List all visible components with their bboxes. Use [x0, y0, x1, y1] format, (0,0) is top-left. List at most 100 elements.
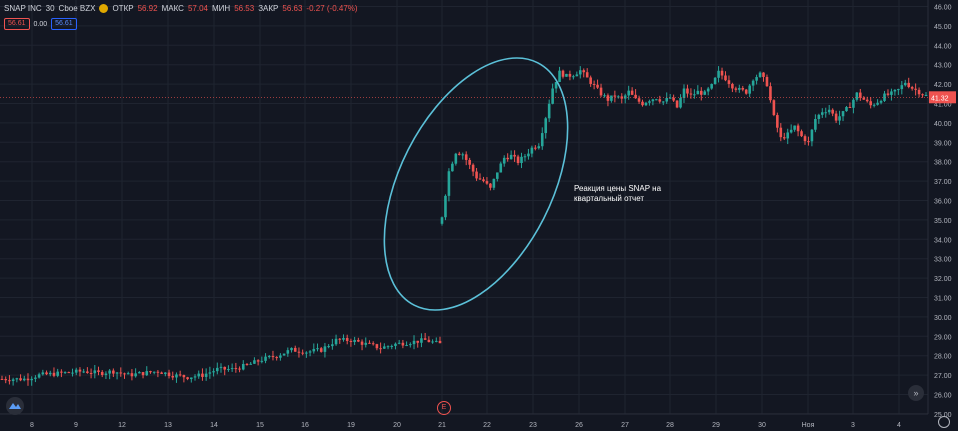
open-label: ОТКР: [112, 4, 134, 13]
candle-body: [527, 153, 530, 157]
candle-body: [371, 343, 375, 345]
candle-body: [175, 374, 178, 378]
candle-body: [886, 93, 890, 95]
y-tick-label: 31.00: [934, 296, 952, 303]
candle-body: [824, 112, 828, 114]
y-tick-label: 30.00: [934, 315, 952, 322]
candle-body: [845, 107, 848, 112]
candle-body: [215, 367, 219, 372]
candle-body: [731, 83, 734, 89]
candle-body: [34, 377, 37, 379]
candle-body: [108, 370, 111, 374]
candle-body: [100, 371, 104, 375]
low-label: МИН: [211, 4, 231, 13]
y-tick-label: 27.00: [934, 373, 952, 380]
candle-body: [482, 179, 485, 182]
candle-body: [145, 371, 149, 376]
y-tick-label: 35.00: [934, 218, 952, 225]
candle-body: [623, 95, 627, 99]
candle-body: [219, 366, 223, 368]
candle-body: [26, 378, 30, 381]
candle-body: [238, 368, 241, 370]
x-tick-label: 21: [438, 422, 446, 429]
candle-body: [249, 363, 252, 365]
candle-body: [349, 340, 353, 343]
y-tick-label: 33.00: [934, 257, 952, 264]
candle-body: [15, 378, 19, 380]
candle-body: [523, 156, 527, 158]
x-tick-label: 9: [74, 422, 78, 429]
candle-body: [810, 129, 814, 142]
candle-body: [286, 350, 290, 354]
y-tick-label: 45.00: [934, 24, 952, 31]
candle-body: [11, 379, 15, 382]
candle-body: [204, 373, 208, 377]
candle-body: [893, 89, 897, 92]
candle-body: [323, 346, 327, 352]
candle-body: [82, 371, 85, 373]
candle-body: [112, 370, 115, 374]
candle-body: [634, 94, 637, 99]
buy-price-button[interactable]: 56.61: [51, 18, 77, 30]
candle-body: [848, 107, 852, 109]
earnings-event-badge[interactable]: E: [437, 401, 451, 415]
candle-body: [319, 348, 323, 352]
x-tick-label: Ноя: [802, 422, 815, 429]
x-tick-label: 20: [393, 422, 401, 429]
candle-body: [862, 97, 866, 100]
candle-body: [841, 111, 845, 117]
candle-body: [234, 368, 238, 370]
candle-body: [478, 178, 482, 180]
candle-body: [245, 363, 249, 365]
candle-body: [312, 348, 316, 352]
close-value: 56.63: [282, 4, 303, 13]
candle-body: [776, 115, 779, 128]
candle-body: [817, 114, 821, 119]
gear-icon[interactable]: [938, 416, 950, 428]
candle-body: [814, 118, 817, 130]
candle-body: [290, 347, 293, 351]
high-label: МАКС: [161, 4, 184, 13]
candle-body: [509, 154, 513, 160]
candle-body: [275, 357, 278, 359]
candle-body: [327, 346, 330, 348]
x-tick-label: 26: [575, 422, 583, 429]
candle-body: [648, 101, 651, 103]
candle-body: [606, 95, 610, 101]
highlight-ellipse: [383, 57, 569, 311]
candle-body: [755, 77, 758, 81]
candle-body: [97, 370, 100, 372]
candle-body: [89, 372, 93, 374]
symbol-header: SNAP INC 30 Cboe BZX ОТКР 56.92 МАКС 57.04…: [4, 4, 358, 13]
y-tick-label: 38.00: [934, 160, 952, 167]
candle-body: [572, 76, 575, 78]
candle-body: [223, 366, 227, 370]
candle-body: [578, 70, 582, 75]
candle-body: [48, 372, 52, 375]
candle-body: [475, 171, 478, 179]
interval-label[interactable]: 30: [45, 4, 55, 13]
candle-body: [789, 129, 793, 133]
symbol-name[interactable]: SNAP INC: [4, 4, 42, 13]
candle-body: [267, 356, 271, 358]
candle-body: [167, 372, 171, 377]
sell-price-button[interactable]: 56.61: [4, 18, 30, 30]
candle-body: [60, 371, 63, 373]
candle-body: [471, 164, 475, 172]
scroll-to-realtime-button[interactable]: »: [908, 385, 924, 401]
candle-body: [516, 156, 520, 164]
candle-body: [800, 131, 803, 137]
candle-body: [119, 372, 123, 374]
candle-body: [883, 93, 886, 101]
candle-body: [63, 372, 67, 374]
candle-body: [461, 154, 465, 156]
candle-body: [316, 348, 319, 350]
candle-body: [613, 95, 617, 97]
candle-body: [338, 338, 342, 340]
candle-body: [241, 363, 245, 370]
tradingview-logo-icon[interactable]: [6, 397, 24, 415]
candle-body: [454, 153, 458, 164]
candle-body: [751, 80, 755, 86]
